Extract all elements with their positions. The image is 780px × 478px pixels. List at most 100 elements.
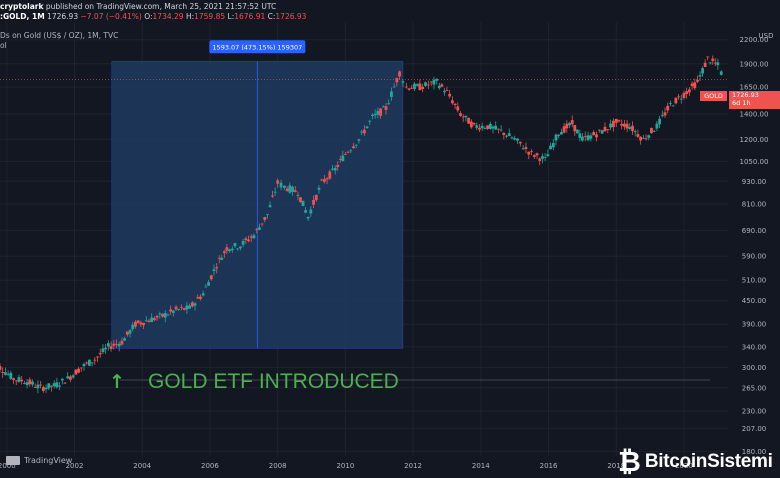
candle-body <box>603 126 607 132</box>
candle-body <box>365 126 369 129</box>
candle-body <box>562 126 566 133</box>
candle-body <box>120 340 124 345</box>
candle-body <box>354 144 358 146</box>
candle-body <box>212 269 216 271</box>
candle-body <box>456 106 460 111</box>
candle-body <box>336 164 340 167</box>
candle-body <box>491 126 495 129</box>
candle-body <box>472 122 476 125</box>
candle-body <box>193 303 197 306</box>
candle-body <box>488 123 492 129</box>
candle-body <box>586 135 590 141</box>
candle-body <box>322 179 326 182</box>
annotation-text: GOLD ETF INTRODUCED <box>148 370 399 393</box>
candle-body <box>398 71 401 77</box>
candle-body <box>174 306 178 310</box>
watermark-text: BitcoinSistemi <box>644 451 773 472</box>
candle-body <box>461 116 465 118</box>
candle-body <box>549 145 552 150</box>
y-tick-label: 265.00 <box>742 384 767 392</box>
candle-body <box>31 381 34 385</box>
candle-body <box>199 296 202 300</box>
candle-body <box>220 257 224 260</box>
candle-body <box>233 243 237 247</box>
candle-body <box>90 362 94 364</box>
candle-body <box>565 123 569 129</box>
candle-body <box>285 188 289 191</box>
candle-body <box>612 120 615 128</box>
candle-body <box>499 129 503 131</box>
candle-body <box>663 112 667 116</box>
candle-body <box>228 249 231 252</box>
low-label: L: <box>227 12 235 21</box>
candle-body <box>505 135 508 137</box>
candle-body <box>450 100 454 104</box>
x-tick-label: 2020 <box>675 462 693 470</box>
candle-body <box>690 83 694 87</box>
candle-body <box>252 235 256 239</box>
candle-body <box>185 305 189 310</box>
candle-body <box>464 115 468 118</box>
price-axis[interactable]: 2200.00 1900.00 1650.00 1400.00 1200.00 1050.… <box>728 0 780 470</box>
candle-body <box>418 83 422 91</box>
candle-body <box>317 187 321 190</box>
candle-body <box>617 120 621 122</box>
candle-body <box>483 128 487 129</box>
candle-body <box>79 367 83 369</box>
candle-body <box>343 153 347 155</box>
candle-body <box>475 125 479 128</box>
candle-body <box>271 195 274 197</box>
candle-body <box>268 205 272 208</box>
x-tick-label: 2012 <box>404 462 422 470</box>
candle-body <box>371 114 374 117</box>
up-arrow-icon: ↑ <box>109 371 125 393</box>
time-axis[interactable]: 2000 2002 2004 2006 2008 2010 2012 2014 2016 2018… <box>0 462 693 470</box>
candle-body <box>47 383 51 389</box>
candle-body <box>288 185 292 193</box>
candle-body <box>578 133 582 138</box>
candle-body <box>117 343 121 347</box>
candle-body <box>687 89 691 93</box>
candle-body <box>671 105 675 107</box>
tradingview-logo[interactable]: TradingView <box>6 456 72 465</box>
candle-body <box>115 343 118 345</box>
candle-body <box>622 123 626 127</box>
candle-body <box>293 190 297 192</box>
candle-body <box>0 366 2 370</box>
candle-body <box>158 313 162 315</box>
candle-body <box>215 267 219 269</box>
candle-body <box>283 185 286 188</box>
candle-body <box>9 372 13 379</box>
candle-body <box>241 240 245 245</box>
candle-body <box>583 135 587 137</box>
candle-body <box>196 297 200 299</box>
instrument-description: Ds on Gold (US$ / OZ), 1M, TVC <box>0 31 119 40</box>
candle-body <box>636 134 640 137</box>
candle-body <box>82 363 86 367</box>
price-tag-value: 1726.93 <box>732 91 759 99</box>
candle-body <box>716 62 720 66</box>
author-name[interactable]: cryptolark <box>0 2 44 11</box>
candle-body <box>63 382 67 384</box>
candle-body <box>407 88 411 90</box>
candle-body <box>437 85 441 89</box>
candle-body <box>701 68 705 74</box>
candle-body <box>524 147 528 149</box>
x-tick-label: 2018 <box>607 462 625 470</box>
x-tick-label: 2010 <box>336 462 354 470</box>
candle-body <box>161 313 164 317</box>
tradingview-text: TradingView <box>24 456 73 465</box>
candle-body <box>507 133 511 137</box>
candle-body <box>17 377 21 382</box>
candle-body <box>131 324 135 330</box>
candle-body <box>494 125 498 130</box>
y-tick-label: 1200.00 <box>740 136 769 144</box>
candle-body <box>379 108 382 116</box>
open-value: 1734.29 <box>152 12 184 21</box>
candle-body <box>600 130 604 134</box>
candle-body <box>631 125 634 132</box>
candle-body <box>236 248 240 250</box>
candle-body <box>14 380 18 382</box>
candle-body <box>85 362 89 364</box>
